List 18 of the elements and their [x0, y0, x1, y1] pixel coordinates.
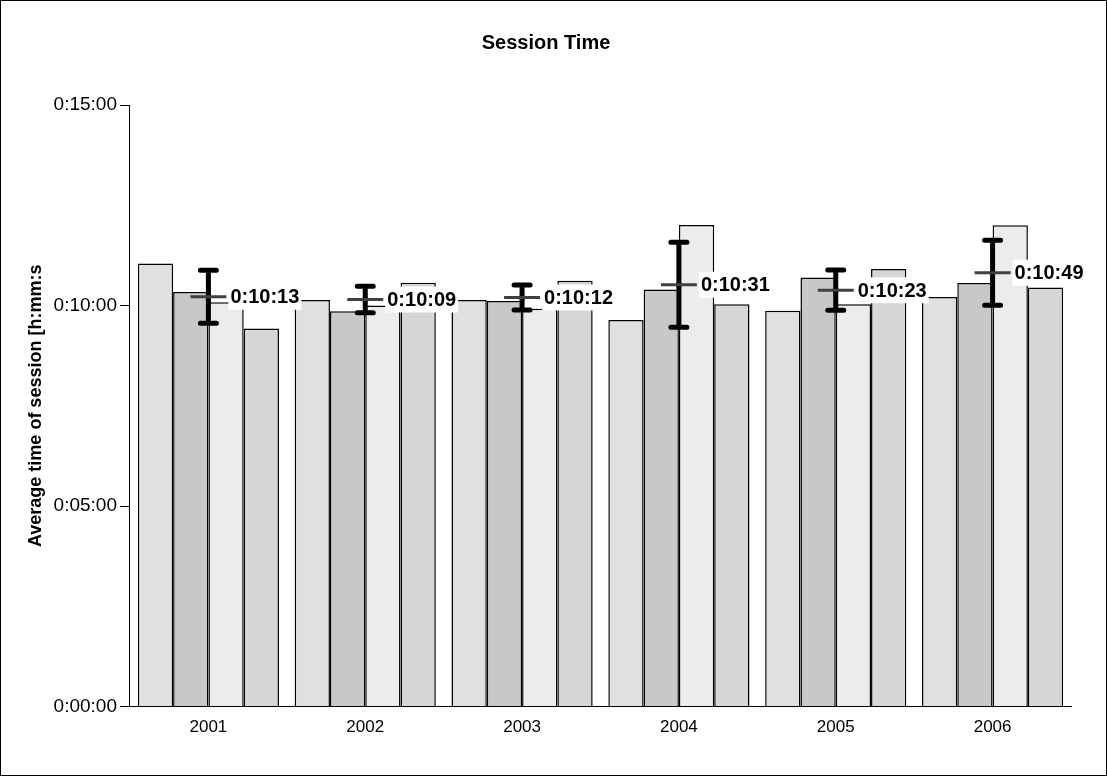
y-axis-title: Average time of session [h:mm:s: [24, 264, 45, 548]
y-tick-label: 0:15:00: [53, 93, 117, 115]
x-tick-label: 2006: [973, 717, 1012, 737]
data-label: 0:10:12: [544, 286, 614, 309]
x-tick-label: 2002: [346, 717, 385, 737]
data-label: 0:10:49: [1014, 261, 1084, 284]
x-tick-label: 2001: [189, 717, 228, 737]
data-label: 0:10:13: [230, 285, 300, 308]
y-tick-label: 0:10:00: [53, 293, 117, 315]
x-tick-label: 2003: [503, 717, 541, 737]
chart-title: Session Time: [481, 30, 611, 53]
x-tick-label: 2004: [660, 717, 698, 737]
x-tick-label: 2005: [816, 717, 855, 737]
data-label: 0:10:23: [857, 278, 927, 301]
data-label: 0:10:09: [387, 288, 457, 311]
y-tick-label: 0:00:00: [53, 694, 117, 716]
y-tick-label: 0:05:00: [53, 494, 117, 516]
data-label: 0:10:31: [700, 273, 770, 296]
